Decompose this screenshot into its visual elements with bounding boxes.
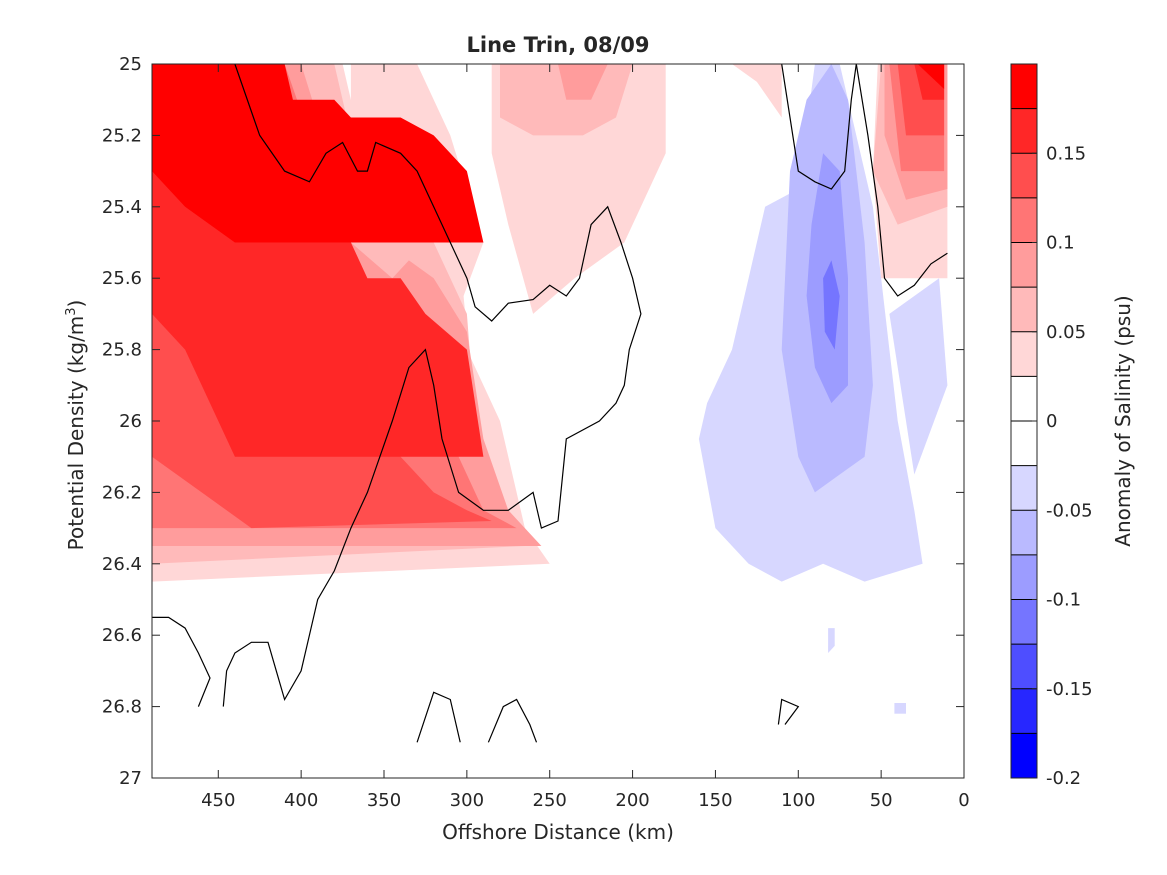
colorbar-swatch <box>1011 287 1037 332</box>
colorbar-tick-label: 0.1 <box>1046 233 1075 254</box>
colorbar-swatch <box>1011 331 1037 377</box>
y-tick-label: 25.8 <box>102 340 142 361</box>
contour-region <box>894 703 906 714</box>
zero-contour-line <box>222 64 642 707</box>
colorbar-tick-label: 0 <box>1046 411 1057 432</box>
colorbar-swatch <box>1011 197 1037 243</box>
colorbar-swatch <box>1011 688 1037 734</box>
y-tick-label: 27 <box>119 768 142 789</box>
colorbar-swatch <box>1011 554 1037 600</box>
contour-region <box>558 64 608 100</box>
x-tick-label: 0 <box>958 790 969 811</box>
y-axis-label-superscript: 3 <box>64 307 79 315</box>
y-tick-label: 26.8 <box>102 697 142 718</box>
y-axis-label: Potential Density (kg/m3) <box>64 300 88 551</box>
colorbar-swatch <box>1011 108 1037 154</box>
colorbar-swatch <box>1011 421 1037 466</box>
colorbar-tick-label: -0.2 <box>1046 768 1081 789</box>
y-axis-label-close: ) <box>64 300 88 308</box>
contour-region <box>917 64 945 89</box>
y-tick-label: 26.2 <box>102 482 142 503</box>
y-tick-label: 26 <box>119 411 142 432</box>
colorbar-tick-label: -0.15 <box>1046 679 1093 700</box>
y-tick-label: 25.2 <box>102 125 142 146</box>
x-axis: 450 400 350 300 250 200 150 100 50 0 <box>201 64 970 811</box>
y-axis-label-main: Potential Density (kg/m <box>64 316 88 551</box>
colorbar-swatch <box>1011 510 1037 555</box>
colorbar-tick-label: 0.05 <box>1046 322 1086 343</box>
y-tick-label: 26.4 <box>102 554 142 575</box>
y-tick-label: 26.6 <box>102 625 142 646</box>
x-tick-label: 100 <box>781 790 815 811</box>
x-tick-label: 300 <box>450 790 484 811</box>
x-tick-label: 150 <box>698 790 732 811</box>
zero-contour-line <box>487 698 538 743</box>
colorbar-swatch <box>1011 644 1037 689</box>
x-tick-label: 400 <box>284 790 318 811</box>
zero-contour-line <box>777 698 800 725</box>
zero-contour-lines <box>152 64 948 743</box>
contour-region <box>152 64 484 243</box>
colorbar-tick-label: -0.05 <box>1046 500 1093 521</box>
chart-title: Line Trin, 08/09 <box>466 33 649 57</box>
colorbar-swatch <box>1011 242 1037 288</box>
filled-contours <box>152 64 948 714</box>
zero-contour-line <box>781 64 857 190</box>
contour-region <box>732 64 782 118</box>
x-tick-label: 200 <box>615 790 649 811</box>
zero-contour-line <box>416 691 461 743</box>
colorbar-tick-label: -0.1 <box>1046 590 1081 611</box>
y-axis: 25 25.2 25.4 25.6 25.8 26 26.2 26.4 26.6 26.8 27 <box>102 54 964 789</box>
contour-region <box>823 260 840 350</box>
colorbar-tick-label: 0.15 <box>1046 143 1086 164</box>
zero-contour-line <box>152 616 211 707</box>
colorbar-ticks: -0.2 -0.15 -0.1 -0.05 0 0.05 0.1 0.15 <box>1032 143 1093 789</box>
colorbar-swatch <box>1011 733 1037 778</box>
colorbar-label: Anomaly of Salinity (psu) <box>1111 295 1135 546</box>
colorbar-swatch <box>1011 376 1037 421</box>
colorbar-swatch <box>1011 64 1037 109</box>
x-tick-label: 450 <box>201 790 235 811</box>
colorbar-swatch <box>1011 153 1037 198</box>
colorbar-swatch <box>1011 599 1037 645</box>
x-tick-label: 350 <box>367 790 401 811</box>
x-tick-label: 250 <box>533 790 567 811</box>
contour-region <box>889 278 948 475</box>
zero-contour-line <box>855 64 948 297</box>
colorbar-swatch <box>1011 465 1037 511</box>
contour-region <box>828 628 835 653</box>
x-tick-label: 50 <box>870 790 893 811</box>
x-axis-label: Offshore Distance (km) <box>442 820 674 844</box>
y-tick-label: 25.4 <box>102 197 142 218</box>
y-tick-label: 25 <box>119 54 142 75</box>
y-tick-label: 25.6 <box>102 268 142 289</box>
